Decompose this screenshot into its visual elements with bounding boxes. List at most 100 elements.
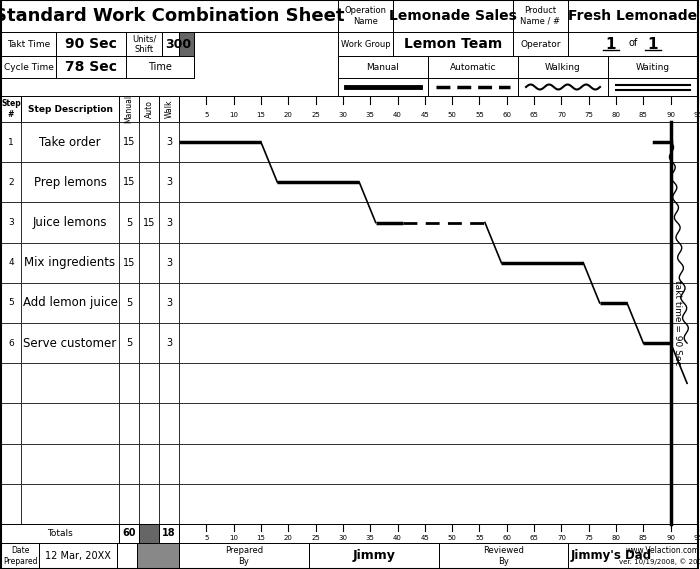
Bar xyxy=(428,78,518,96)
Text: Auto: Auto xyxy=(144,100,153,118)
Text: Time: Time xyxy=(148,62,172,72)
Bar xyxy=(338,0,393,32)
Bar xyxy=(159,323,179,363)
Text: 15: 15 xyxy=(122,178,135,187)
Text: Operation
Name: Operation Name xyxy=(344,6,386,26)
Bar xyxy=(179,403,698,444)
Text: 95: 95 xyxy=(694,112,700,118)
Bar xyxy=(1,543,39,569)
Text: 50: 50 xyxy=(448,535,456,541)
Text: Automatic: Automatic xyxy=(449,63,496,72)
Bar xyxy=(159,162,179,203)
Text: 3: 3 xyxy=(166,258,172,267)
Text: 60: 60 xyxy=(503,535,511,541)
Bar xyxy=(119,96,139,122)
Bar xyxy=(56,32,126,56)
Text: Walk: Walk xyxy=(164,100,174,118)
Text: Mix ingredients: Mix ingredients xyxy=(25,256,116,269)
Text: ver. 10/19/2008, © 2008: ver. 10/19/2008, © 2008 xyxy=(620,558,700,565)
Bar xyxy=(568,0,698,32)
Bar xyxy=(119,122,139,162)
Bar xyxy=(139,323,159,363)
Bar xyxy=(179,96,698,122)
Text: Jimmy's Dad: Jimmy's Dad xyxy=(570,550,652,563)
Bar xyxy=(159,283,179,323)
Text: 15: 15 xyxy=(256,112,265,118)
Bar xyxy=(179,323,698,363)
Bar xyxy=(159,524,179,543)
Bar xyxy=(21,323,119,363)
Bar xyxy=(56,56,126,78)
Text: Lemon Team: Lemon Team xyxy=(404,37,502,51)
Bar xyxy=(21,283,119,323)
Text: Reviewed: Reviewed xyxy=(483,546,524,555)
Text: Date
Prepared: Date Prepared xyxy=(3,546,37,566)
Text: 55: 55 xyxy=(475,112,484,118)
Text: 6: 6 xyxy=(8,339,14,348)
Bar xyxy=(1,484,21,524)
Text: By: By xyxy=(239,557,249,566)
Bar xyxy=(179,122,698,162)
Text: 85: 85 xyxy=(639,112,648,118)
Bar xyxy=(518,56,608,78)
Text: 3: 3 xyxy=(8,218,14,227)
Text: 65: 65 xyxy=(530,535,538,541)
Bar xyxy=(338,56,428,78)
Text: Cycle Time: Cycle Time xyxy=(4,63,53,72)
Text: 12 Mar, 20XX: 12 Mar, 20XX xyxy=(45,551,111,561)
Text: Walking: Walking xyxy=(545,63,581,72)
Text: 75: 75 xyxy=(584,112,593,118)
Text: takt time = 90 Sec: takt time = 90 Sec xyxy=(673,281,682,366)
Bar xyxy=(21,444,119,484)
Text: 35: 35 xyxy=(366,535,375,541)
Text: Step Description: Step Description xyxy=(27,105,113,113)
Text: Product
Name / #: Product Name / # xyxy=(521,6,561,26)
Text: 35: 35 xyxy=(366,112,375,118)
Text: Lemonade Sales: Lemonade Sales xyxy=(389,9,517,23)
Bar xyxy=(21,162,119,203)
Text: 3: 3 xyxy=(166,338,172,348)
Text: 80: 80 xyxy=(612,535,621,541)
Text: 40: 40 xyxy=(393,112,402,118)
Bar xyxy=(139,524,159,543)
Text: Juice lemons: Juice lemons xyxy=(33,216,107,229)
Bar xyxy=(1,363,21,403)
Bar xyxy=(179,444,698,484)
Bar xyxy=(21,96,119,122)
Bar xyxy=(179,484,698,524)
Bar xyxy=(139,242,159,283)
Bar xyxy=(159,96,179,122)
Bar xyxy=(119,484,139,524)
Bar xyxy=(338,78,428,96)
Text: 20: 20 xyxy=(284,112,293,118)
Text: 3: 3 xyxy=(166,137,172,147)
Bar xyxy=(159,484,179,524)
Text: Takt Time: Takt Time xyxy=(7,39,50,48)
Bar xyxy=(139,444,159,484)
Text: 90: 90 xyxy=(666,112,676,118)
Bar xyxy=(126,56,194,78)
Text: 5: 5 xyxy=(8,298,14,307)
Bar xyxy=(139,403,159,444)
Bar xyxy=(608,78,698,96)
Text: 10: 10 xyxy=(229,112,238,118)
Bar xyxy=(179,524,698,543)
Text: 15: 15 xyxy=(143,217,155,228)
Text: Standard Work Combination Sheet: Standard Work Combination Sheet xyxy=(0,7,344,25)
Text: 25: 25 xyxy=(312,535,320,541)
Bar xyxy=(179,242,698,283)
Text: 25: 25 xyxy=(312,112,320,118)
Text: 3: 3 xyxy=(166,298,172,308)
Text: 20: 20 xyxy=(284,535,293,541)
Bar xyxy=(393,0,513,32)
Bar xyxy=(21,203,119,242)
Text: 15: 15 xyxy=(122,137,135,147)
Bar xyxy=(608,56,698,78)
Bar xyxy=(137,543,179,569)
Bar xyxy=(179,283,698,323)
Text: Take order: Take order xyxy=(39,135,101,149)
Text: 40: 40 xyxy=(393,535,402,541)
Bar xyxy=(139,96,159,122)
Text: Operator: Operator xyxy=(520,39,561,48)
Text: 78 Sec: 78 Sec xyxy=(65,60,117,74)
